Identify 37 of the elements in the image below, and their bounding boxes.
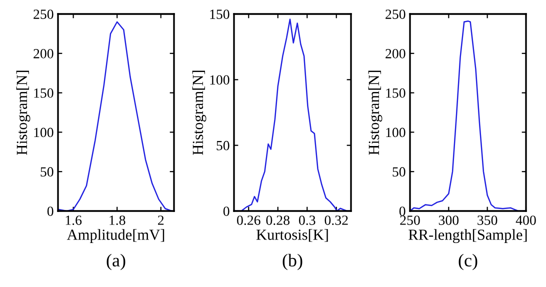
x-tick-label: 2 — [158, 216, 164, 225]
x-axis-title: Kurtosis[K] — [256, 229, 328, 242]
line-series — [58, 21, 172, 211]
x-tick-label: 1.8 — [110, 216, 126, 225]
y-tick-label: 150 — [210, 10, 230, 19]
y-tick-label: 250 — [386, 10, 406, 19]
x-tick-label: 0.26 — [237, 216, 260, 225]
y-tick-label: 0 — [399, 206, 406, 216]
text: (b) — [282, 254, 302, 270]
y-tick-label: 100 — [386, 128, 406, 138]
y-tick-label: 0 — [47, 206, 54, 216]
y-tick-label: 50 — [392, 167, 406, 177]
y-axis-title: Histogram[N] — [192, 70, 206, 155]
x-tick-label: 0.32 — [324, 216, 348, 225]
y-axis-title: Histogram[N] — [16, 70, 30, 155]
y-axis-title: Histogram[N] — [368, 70, 382, 155]
y-tick-label: 200 — [34, 48, 54, 58]
y-tick-label: 50 — [40, 167, 54, 177]
y-tick-label: 0 — [223, 206, 230, 216]
x-tick-label: 300 — [438, 216, 459, 225]
x-tick-label: 0.28 — [266, 216, 290, 225]
x-axis-title: Amplitude[mV] — [66, 229, 164, 244]
y-tick-label: 250 — [34, 10, 54, 19]
y-tick-label: 50 — [216, 140, 230, 150]
text: (c) — [458, 254, 478, 270]
y-tick-label: 200 — [386, 48, 406, 58]
x-tick-label: 400 — [516, 216, 536, 225]
x-axis-title: RR-length[Sample] — [408, 229, 527, 244]
x-tick-label: 350 — [478, 216, 498, 225]
y-tick-label: 150 — [386, 88, 406, 98]
text: (a) — [106, 254, 126, 270]
x-tick-label: 1.6 — [66, 216, 82, 225]
y-tick-label: 150 — [34, 88, 54, 98]
y-tick-label: 100 — [34, 128, 54, 138]
y-tick-label: 100 — [210, 75, 230, 85]
x-tick-label: 250 — [400, 216, 420, 225]
x-tick-label: 0.3 — [298, 216, 316, 225]
